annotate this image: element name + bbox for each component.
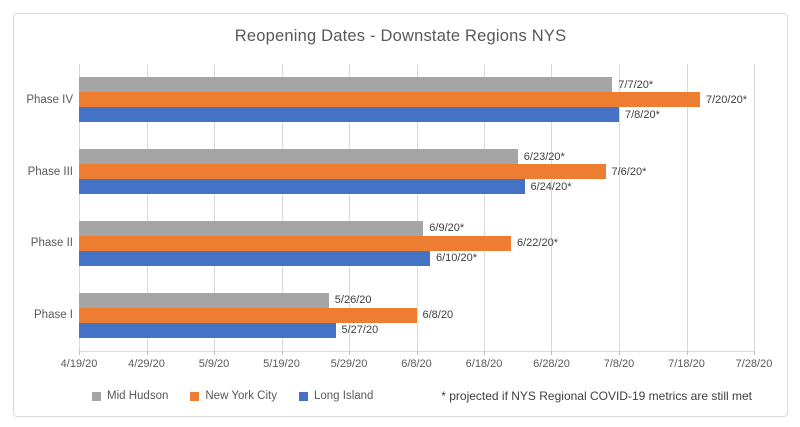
category-label: Phase II — [30, 237, 73, 250]
x-tick-label: 7/28/20 — [735, 358, 773, 370]
gridline — [147, 64, 148, 351]
gridline — [349, 64, 350, 351]
y-axis-labels: Phase IV Phase III Phase II Phase I — [14, 64, 73, 351]
legend-item-long-island: Long Island — [298, 390, 374, 402]
data-label: 7/6/20* — [611, 165, 647, 178]
legend-label: New York City — [205, 390, 277, 402]
x-tick-label: 6/28/20 — [533, 358, 570, 370]
gridline — [214, 64, 215, 351]
axis-tick — [417, 351, 418, 355]
axis-tick — [551, 351, 552, 355]
legend-item-new-york-city: New York City — [190, 390, 277, 402]
gridline — [417, 64, 418, 351]
bar-mid-hudson — [79, 77, 613, 93]
chart-canvas: Reopening Dates - Downstate Regions NYS … — [13, 13, 788, 417]
x-tick-label: 6/18/20 — [465, 358, 503, 370]
x-tick-label: 6/8/20 — [401, 358, 432, 370]
chart-title: Reopening Dates - Downstate Regions NYS — [234, 27, 567, 45]
legend: Mid Hudson New York City Long Island — [92, 390, 373, 402]
bar-mid-hudson — [79, 149, 518, 165]
gridline — [551, 64, 552, 351]
legend-label: Mid Hudson — [107, 390, 169, 402]
axis-tick — [619, 351, 620, 355]
data-label: 5/27/20 — [341, 324, 379, 337]
axis-tick — [282, 351, 283, 355]
axis-tick — [147, 351, 148, 355]
x-tick-label: 5/9/20 — [198, 358, 230, 370]
data-label: 6/9/20* — [429, 222, 465, 235]
gridline — [484, 64, 485, 351]
x-tick-label: 7/8/20 — [603, 358, 635, 370]
axis-tick — [214, 351, 215, 355]
data-label: 7/8/20* — [625, 108, 660, 121]
gridline — [754, 64, 755, 351]
bar-long-island — [79, 322, 336, 338]
bar-long-island — [79, 107, 619, 123]
legend-swatch — [190, 391, 200, 401]
x-axis-labels: 4/19/20 4/29/20 5/9/20 5/19/20 5/29/20 6/8/20… — [61, 358, 773, 372]
x-tick-label: 5/29/20 — [330, 358, 368, 370]
category-label: Phase IV — [26, 93, 73, 106]
data-label: 6/24/20* — [530, 180, 572, 193]
axis-tick — [484, 351, 485, 355]
category-label: Phase III — [27, 165, 73, 178]
legend-row: Mid Hudson New York City Long Island * pro… — [14, 384, 787, 408]
plot-area: 7/7/20* 7/20/20* 7/8/20* 6/23/20* 7/6/20* 6/2… — [79, 64, 755, 355]
data-label: 5/26/20 — [334, 294, 372, 307]
bar-mid-hudson — [79, 220, 424, 236]
legend-label: Long Island — [313, 390, 374, 402]
bar-new-york-city — [79, 235, 511, 251]
x-tick-label: 4/29/20 — [128, 358, 165, 370]
projection-note: * projected if NYS Regional COVID-19 met… — [441, 389, 752, 403]
data-label: 7/7/20* — [618, 78, 654, 91]
bar-mid-hudson — [79, 292, 329, 308]
axis-tick — [79, 351, 80, 355]
legend-swatch — [298, 391, 308, 401]
bar-new-york-city — [79, 92, 700, 108]
legend-swatch — [92, 391, 101, 401]
x-tick-label: 4/19/20 — [60, 358, 98, 370]
bar-new-york-city — [79, 307, 417, 323]
legend-item-mid-hudson: Mid Hudson — [92, 390, 168, 402]
axis-tick — [687, 351, 688, 355]
bar-new-york-city — [79, 164, 606, 180]
category-label: Phase I — [34, 309, 73, 322]
x-tick-label: 5/19/20 — [263, 358, 300, 370]
gridline — [619, 64, 620, 351]
gridline — [282, 64, 283, 351]
data-label: 6/22/20* — [517, 237, 558, 250]
gridline — [79, 64, 80, 351]
bar-long-island — [79, 179, 525, 195]
axis-tick — [754, 351, 755, 355]
axis-tick — [349, 351, 350, 355]
data-label: 6/10/20* — [436, 252, 477, 265]
bar-long-island — [79, 250, 430, 266]
data-label: 6/8/20 — [422, 309, 454, 322]
x-tick-label: 7/18/20 — [668, 358, 705, 370]
data-label: 6/23/20* — [523, 150, 565, 163]
data-label: 7/20/20* — [706, 93, 747, 106]
gridline — [687, 64, 688, 351]
